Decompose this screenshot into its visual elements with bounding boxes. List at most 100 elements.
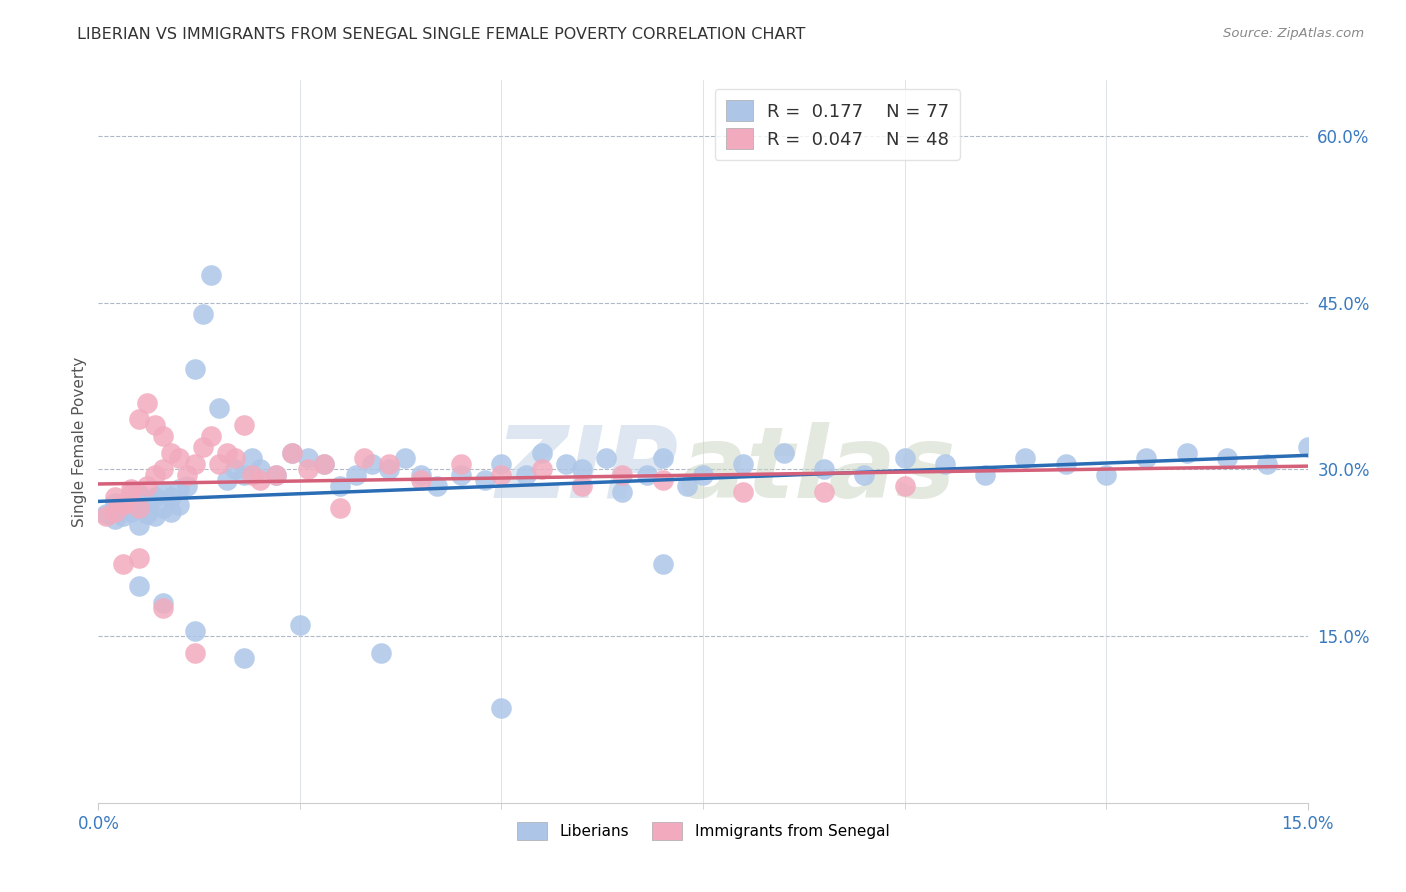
Text: LIBERIAN VS IMMIGRANTS FROM SENEGAL SINGLE FEMALE POVERTY CORRELATION CHART: LIBERIAN VS IMMIGRANTS FROM SENEGAL SING… [77,27,806,42]
Point [240,451,263,466]
Point [120,505,142,519]
Point [160,445,183,459]
Point [733,484,755,499]
Point [772,445,794,459]
Point [595,451,617,466]
Point [96,508,118,523]
Point [571,479,593,493]
Point [120,493,142,508]
Point [1014,451,1036,466]
Point [217,445,239,459]
Point [297,451,319,466]
Point [264,467,287,482]
Point [530,445,553,459]
Point [152,484,174,499]
Point [515,467,537,482]
Point [208,457,231,471]
Point [733,457,755,471]
Point [612,467,634,482]
Point [409,467,432,482]
Point [344,467,367,482]
Point [208,401,231,416]
Point [612,484,634,499]
Point [474,474,496,488]
Point [232,651,254,665]
Point [249,462,271,476]
Point [409,474,432,488]
Point [329,479,352,493]
Point [636,467,658,482]
Point [96,507,118,521]
Point [232,467,254,482]
Point [167,451,190,466]
Text: ZIP: ZIP [496,422,679,519]
Point [152,462,174,476]
Legend: Liberians, Immigrants from Senegal: Liberians, Immigrants from Senegal [510,816,896,846]
Point [314,457,336,471]
Point [128,412,150,426]
Point [128,551,150,566]
Point [1054,457,1077,471]
Point [240,467,263,482]
Point [143,467,166,482]
Point [160,505,183,519]
Point [281,445,304,459]
Point [103,496,125,510]
Point [217,474,239,488]
Point [143,490,166,504]
Point [651,451,673,466]
Point [152,596,174,610]
Point [176,479,198,493]
Point [128,579,150,593]
Point [152,601,174,615]
Point [314,457,336,471]
Point [143,417,166,432]
Text: Source: ZipAtlas.com: Source: ZipAtlas.com [1223,27,1364,40]
Text: atlas: atlas [679,422,955,519]
Point [651,557,673,571]
Point [120,487,142,501]
Point [491,701,513,715]
Point [370,646,392,660]
Point [224,451,246,466]
Point [555,457,578,471]
Point [974,467,997,482]
Point [394,451,416,466]
Point [281,445,304,459]
Point [893,451,915,466]
Point [193,307,215,321]
Point [232,417,254,432]
Point [152,501,174,516]
Point [1175,445,1198,459]
Point [200,429,222,443]
Point [128,517,150,532]
Point [692,467,714,482]
Point [135,479,157,493]
Point [377,457,399,471]
Point [111,498,134,512]
Point [135,395,157,409]
Point [361,457,384,471]
Point [1135,451,1157,466]
Point [160,490,183,504]
Point [934,457,956,471]
Point [571,462,593,476]
Y-axis label: Single Female Poverty: Single Female Poverty [72,357,87,526]
Point [135,493,157,508]
Point [491,457,513,471]
Point [297,462,319,476]
Point [135,507,157,521]
Point [128,501,150,516]
Point [224,462,246,476]
Point [1296,440,1319,454]
Point [193,440,215,454]
Point [103,490,125,504]
Point [1095,467,1118,482]
Point [651,474,673,488]
Point [288,618,311,632]
Point [120,483,142,497]
Point [264,467,287,482]
Point [353,451,375,466]
Point [813,462,835,476]
Point [200,268,222,282]
